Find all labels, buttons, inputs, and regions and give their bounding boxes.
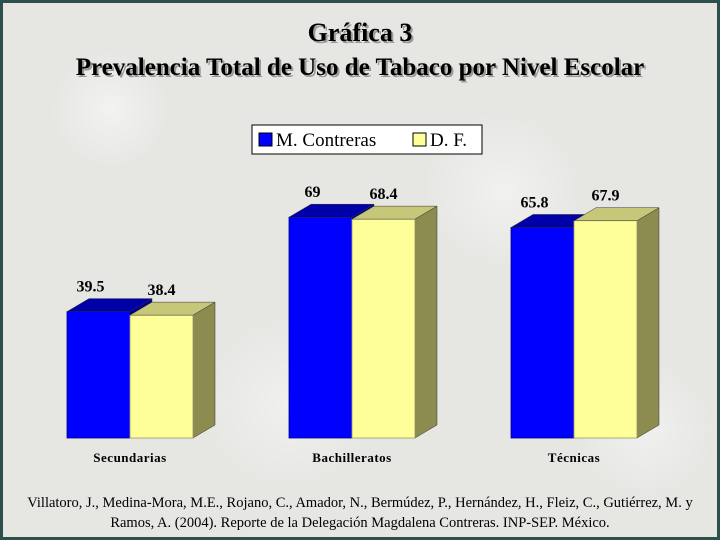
bar-t-cnicas-d-f <box>573 220 638 439</box>
bar-side-secundarias-d-f <box>192 301 216 439</box>
data-label-t-cnicas-d-f: 67.9 <box>592 188 620 205</box>
bars-group: 39.5 38.4 Secundarias 69 68.4 Bachilleratos 65… <box>66 184 660 465</box>
bar-top-t-cnicas-d-f <box>573 207 660 221</box>
legend-label-m-contreras: M. Contreras <box>276 130 376 151</box>
bar-bachilleratos-m-contreras <box>288 216 353 439</box>
bar-t-cnicas-m-contreras <box>510 227 575 439</box>
legend-label-df: D. F. <box>430 130 467 151</box>
data-label-bachilleratos-d-f: 68.4 <box>370 186 398 203</box>
source-footnote: Villatoro, J., Medina-Mora, M.E., Rojano… <box>27 495 693 531</box>
legend-swatch-df <box>412 132 427 147</box>
legend-box <box>251 124 483 155</box>
legend-swatch-m-contreras <box>258 132 273 147</box>
data-label-secundarias-m-contreras: 39.5 <box>77 279 105 296</box>
data-label-bachilleratos-m-contreras: 69 <box>305 184 321 201</box>
bar-secundarias-m-contreras <box>66 311 131 439</box>
bar-side-bachilleratos-d-f <box>414 205 438 439</box>
chart-subtitle: Prevalencia Total de Uso de Tabaco por N… <box>75 54 645 81</box>
bar-top-secundarias-d-f <box>129 301 216 316</box>
legend: M. Contreras D. F. <box>251 124 483 155</box>
bar-top-bachilleratos-d-f <box>351 205 438 220</box>
chart-title: Gráfica 3 <box>307 18 413 47</box>
x-tick-label-t-cnicas: Técnicas <box>548 450 600 465</box>
x-tick-label-bachilleratos: Bachilleratos <box>312 450 391 465</box>
x-tick-label-secundarias: Secundarias <box>93 450 166 465</box>
bar-top-bachilleratos-m-contreras <box>288 203 375 218</box>
bar-side-t-cnicas-d-f <box>636 207 660 439</box>
data-label-secundarias-d-f: 38.4 <box>148 282 176 299</box>
bar-bachilleratos-d-f <box>351 218 416 439</box>
data-label-t-cnicas-m-contreras: 65.8 <box>521 194 549 211</box>
bar-secundarias-d-f <box>129 314 194 439</box>
bar-top-secundarias-m-contreras <box>66 298 153 312</box>
